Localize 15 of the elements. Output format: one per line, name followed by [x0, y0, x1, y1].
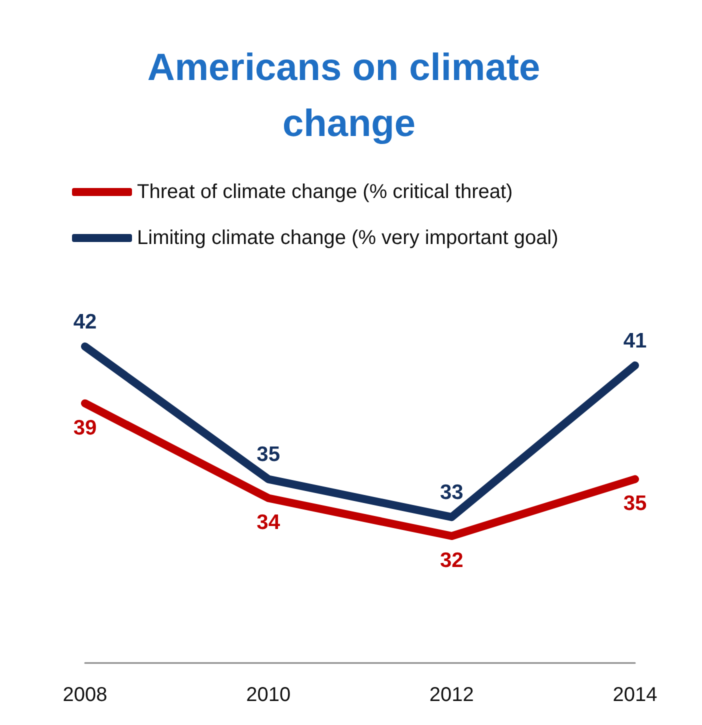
legend-label: Limiting climate change (% very important goal) — [137, 227, 558, 249]
x-tick-label: 2012 — [429, 684, 474, 706]
data-label: 34 — [256, 511, 280, 534]
data-label: 35 — [623, 492, 647, 516]
x-tick-label: 2010 — [246, 684, 291, 706]
x-tick-label: 2014 — [612, 684, 658, 706]
data-label: 39 — [73, 416, 97, 440]
legend-label: Threat of climate change (% critical threat) — [137, 181, 513, 203]
data-label: 41 — [623, 329, 647, 352]
chart-title: Americans on climate change — [147, 47, 551, 145]
data-label: 32 — [440, 549, 464, 572]
data-label: 42 — [73, 310, 97, 334]
data-label: 35 — [256, 443, 280, 466]
x-tick-label: 2008 — [62, 684, 108, 706]
data-label: 33 — [440, 481, 464, 504]
